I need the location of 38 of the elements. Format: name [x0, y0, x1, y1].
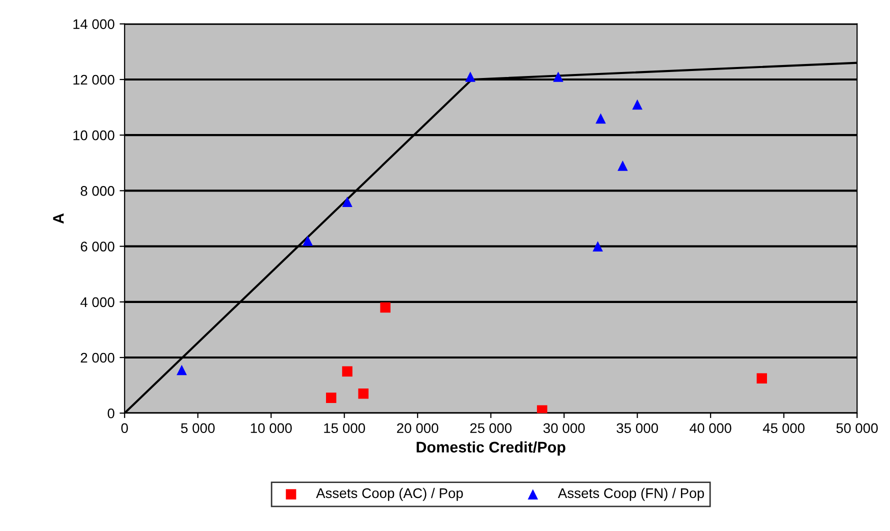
y-tick-label: 8 000: [80, 186, 114, 196]
x-axis-title: Domestic Credit/Pop: [416, 441, 566, 456]
y-tick-label: 12 000: [73, 74, 114, 85]
point: [553, 72, 564, 82]
point: [592, 241, 603, 252]
point: [536, 405, 548, 414]
y-axis-title: A: [53, 213, 64, 224]
y-tick-label: 14 000: [73, 19, 114, 30]
point: [342, 196, 352, 207]
x-tick-label: 5 000: [181, 423, 215, 434]
point: [756, 373, 767, 384]
x-tick-label: 35 000: [616, 423, 658, 434]
x-tick-label: 50 000: [836, 423, 878, 434]
point: [326, 392, 336, 403]
x-tick-label: 10 000: [250, 423, 292, 434]
point: [380, 302, 391, 313]
y-tick-label: 6 000: [80, 242, 114, 252]
legend-label: Assets Coop (FN) / Pop: [558, 488, 704, 501]
y-tick-label: 10 000: [73, 130, 114, 140]
x-tick-label: 25 000: [470, 423, 512, 434]
x-tick-label: 45 000: [762, 423, 805, 434]
point: [176, 364, 187, 376]
x-tick-label: 30 000: [543, 423, 585, 434]
y-tick-label: 0: [108, 408, 114, 418]
point: [596, 113, 606, 124]
x-tick-label: 0: [121, 423, 128, 434]
point: [618, 160, 628, 171]
y-tick-label: 2 000: [80, 352, 114, 363]
legend-label: Assets Coop (AC) / Pop: [316, 488, 463, 501]
point: [342, 366, 352, 377]
point: [465, 72, 476, 82]
y-tick-label: 4 000: [80, 297, 114, 308]
x-tick-label: 20 000: [397, 423, 438, 434]
point: [358, 388, 369, 399]
x-tick-label: 15 000: [324, 423, 366, 434]
point: [302, 236, 313, 246]
point: [632, 99, 642, 110]
x-tick-label: 40 000: [690, 423, 732, 434]
